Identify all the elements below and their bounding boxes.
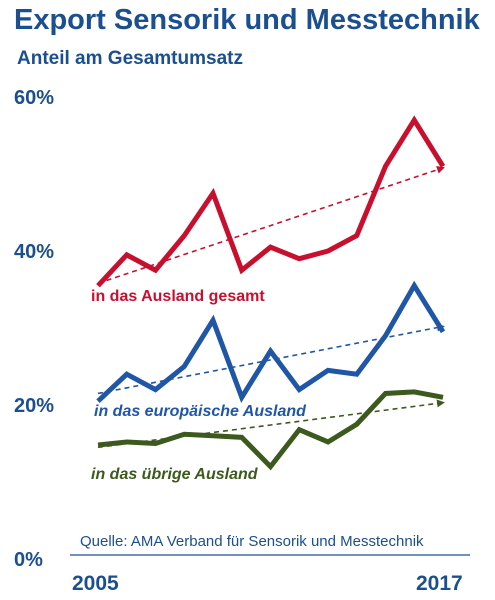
trend-line-europaeisches-ausland (97, 323, 445, 395)
series-line-europaeisches-ausland (96, 280, 446, 403)
series-line-uebriges-ausland (97, 389, 444, 471)
trend-line-uebriges-ausland (97, 399, 445, 449)
chart-title: Export Sensorik und Messtechnik (14, 4, 480, 36)
y-tick-label-60: 60% (14, 87, 55, 109)
chart-subtitle: Anteil am Gesamtumsatz (17, 48, 243, 69)
x-tick-label-2017: 2017 (416, 572, 463, 595)
source-note: Quelle: AMA Verband für Sensorik und Mes… (80, 533, 424, 550)
x-tick-label-2005: 2005 (72, 572, 119, 595)
series-line-ausland-gesamt (96, 115, 446, 288)
series-label-ausland-gesamt: in das Ausland gesamt (91, 288, 265, 305)
y-tick-label-40: 40% (14, 241, 55, 263)
trend-line-ausland-gesamt (97, 165, 445, 285)
line-layer (96, 115, 446, 471)
y-tick-label-20: 20% (14, 395, 55, 417)
y-tick-label-0: 0% (14, 549, 43, 571)
series-label-uebriges-ausland: in das übrige Ausland (91, 466, 258, 483)
series-label-europaeisches-ausland: in das europäische Ausland (94, 403, 306, 420)
